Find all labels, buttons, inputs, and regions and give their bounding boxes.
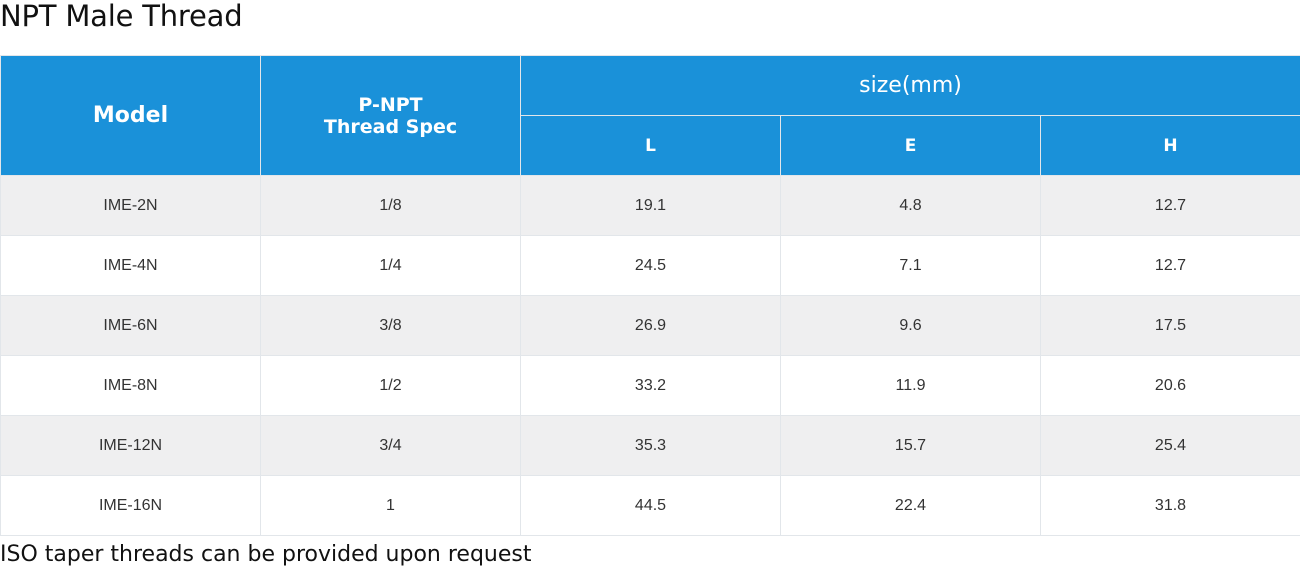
cell-model: IME-6N — [0, 295, 261, 356]
header-thread-spec: P-NPT Thread Spec — [260, 55, 521, 176]
header-thread-spec-line1: P-NPT — [358, 93, 423, 116]
cell-thread-spec: 3/8 — [260, 295, 521, 356]
cell-l: 35.3 — [520, 415, 781, 476]
cell-h: 31.8 — [1040, 475, 1300, 536]
table-row: IME-2N 1/8 19.1 4.8 12.7 — [0, 175, 1300, 236]
cell-thread-spec: 1/8 — [260, 175, 521, 236]
cell-l: 44.5 — [520, 475, 781, 536]
header-thread-spec-line2: Thread Spec — [323, 115, 458, 138]
cell-h: 12.7 — [1040, 235, 1300, 296]
cell-h: 12.7 — [1040, 175, 1300, 236]
cell-thread-spec: 1 — [260, 475, 521, 536]
header-model: Model — [0, 55, 261, 176]
cell-l: 19.1 — [520, 175, 781, 236]
cell-h: 25.4 — [1040, 415, 1300, 476]
cell-model: IME-12N — [0, 415, 261, 476]
header-l: L — [520, 115, 781, 176]
table-row: IME-8N 1/2 33.2 11.9 20.6 — [0, 355, 1300, 416]
cell-thread-spec: 3/4 — [260, 415, 521, 476]
table-header-row: Model P-NPT Thread Spec size(mm) — [0, 55, 1300, 176]
cell-l: 24.5 — [520, 235, 781, 296]
cell-h: 17.5 — [1040, 295, 1300, 356]
table-row: IME-16N 1 44.5 22.4 31.8 — [0, 475, 1300, 536]
cell-model: IME-4N — [0, 235, 261, 296]
cell-e: 22.4 — [780, 475, 1041, 536]
cell-model: IME-16N — [0, 475, 261, 536]
table-subheader-row: L E H — [1, 115, 1300, 176]
table-row: IME-4N 1/4 24.5 7.1 12.7 — [0, 235, 1300, 296]
header-h: H — [1040, 115, 1300, 176]
footnote: ISO taper threads can be provided upon r… — [0, 542, 532, 567]
cell-e: 11.9 — [780, 355, 1041, 416]
cell-l: 26.9 — [520, 295, 781, 356]
cell-thread-spec: 1/2 — [260, 355, 521, 416]
cell-model: IME-2N — [0, 175, 261, 236]
page-title: NPT Male Thread — [0, 0, 243, 33]
cell-model: IME-8N — [0, 355, 261, 416]
header-size-group: size(mm) — [520, 55, 1300, 116]
table-row: IME-12N 3/4 35.3 15.7 25.4 — [0, 415, 1300, 476]
cell-thread-spec: 1/4 — [260, 235, 521, 296]
cell-e: 7.1 — [780, 235, 1041, 296]
cell-e: 9.6 — [780, 295, 1041, 356]
spec-table: Model P-NPT Thread Spec size(mm) L E H I… — [0, 55, 1300, 536]
cell-l: 33.2 — [520, 355, 781, 416]
cell-e: 15.7 — [780, 415, 1041, 476]
table-row: IME-6N 3/8 26.9 9.6 17.5 — [0, 295, 1300, 356]
cell-h: 20.6 — [1040, 355, 1300, 416]
header-e: E — [780, 115, 1041, 176]
cell-e: 4.8 — [780, 175, 1041, 236]
